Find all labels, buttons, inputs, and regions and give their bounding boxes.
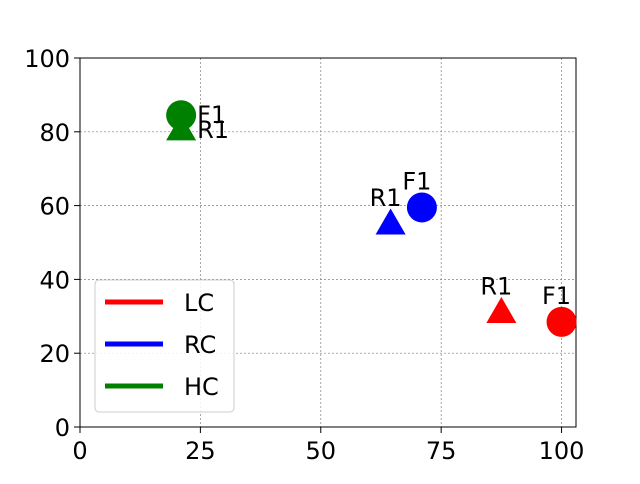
- legend-box: [94, 279, 235, 413]
- x-tick-label: 100: [539, 437, 585, 465]
- point-label: F1: [542, 282, 571, 310]
- y-tick-label: 80: [39, 119, 70, 147]
- x-tick-label: 0: [72, 437, 87, 465]
- legend-label: RC: [184, 331, 216, 359]
- y-axis: 0 20 40 60 80 100: [24, 45, 80, 442]
- data-point-triangle: [166, 114, 197, 141]
- series-lc: [486, 297, 577, 337]
- point-label: R1: [370, 184, 402, 212]
- legend-label: LC: [184, 289, 214, 317]
- y-tick-label: 60: [39, 193, 70, 221]
- data-point-circle: [406, 192, 437, 223]
- point-label: F1: [197, 101, 226, 129]
- data-point-triangle: [375, 208, 406, 235]
- y-tick-label: 100: [24, 45, 70, 73]
- legend-item-hc: HC: [105, 373, 219, 401]
- y-tick-label: 40: [39, 266, 70, 294]
- legend-label: HC: [184, 373, 219, 401]
- x-axis: 0 25 50 75 100: [72, 427, 584, 465]
- point-label: F1: [402, 167, 431, 195]
- y-tick-label: 0: [55, 414, 70, 442]
- legend: LC RC HC: [94, 279, 235, 413]
- y-tick-label: 20: [39, 340, 70, 368]
- x-tick-label: 25: [185, 437, 216, 465]
- series-hc: [166, 100, 197, 141]
- point-label: R1: [197, 116, 229, 144]
- series-rc: [375, 192, 437, 235]
- x-tick-label: 50: [306, 437, 337, 465]
- point-label: R1: [480, 273, 512, 301]
- plot-frame: [79, 57, 577, 428]
- x-tick-label: 75: [426, 437, 457, 465]
- data-point-circle: [546, 306, 577, 337]
- legend-item-lc: LC: [105, 289, 214, 317]
- legend-item-rc: RC: [105, 331, 216, 359]
- data-point-triangle: [486, 297, 517, 324]
